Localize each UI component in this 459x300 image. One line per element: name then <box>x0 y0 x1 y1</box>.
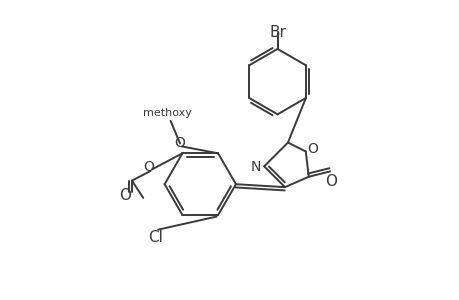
Text: O: O <box>174 136 185 150</box>
Text: O: O <box>307 142 317 156</box>
Text: Br: Br <box>269 25 285 40</box>
Text: O: O <box>119 188 131 203</box>
Text: N: N <box>251 160 261 174</box>
Text: O: O <box>143 160 154 174</box>
Text: O: O <box>325 174 336 189</box>
Text: Cl: Cl <box>147 230 162 244</box>
Text: methoxy: methoxy <box>143 108 191 118</box>
